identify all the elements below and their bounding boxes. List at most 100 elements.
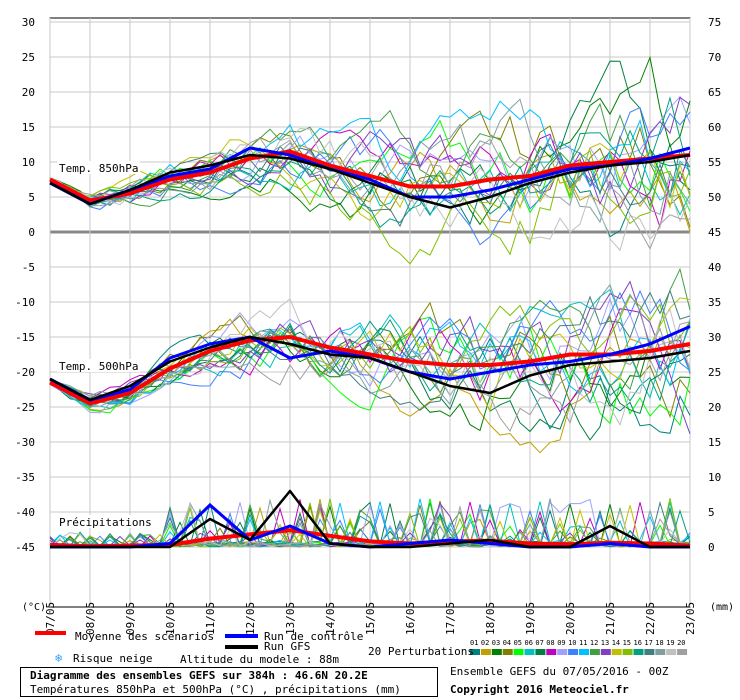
perturbation-line-t500 xyxy=(49,316,691,427)
x-tick-label: 19/05 xyxy=(524,602,537,635)
perturbation-line-t850 xyxy=(49,55,691,226)
perturbation-id-label: 16 xyxy=(634,639,642,647)
perturbation-line-t850 xyxy=(49,96,691,229)
perturbation-line-t500 xyxy=(49,295,691,402)
perturbation-id-label: 17 xyxy=(644,639,652,647)
left-tick-label: -10 xyxy=(15,296,35,309)
perturbation-id-label: 10 xyxy=(568,639,576,647)
x-tick-label: 08/05 xyxy=(84,602,97,635)
left-tick-label: -5 xyxy=(22,261,35,274)
left-tick-label: 25 xyxy=(22,51,35,64)
series-0-t850 xyxy=(49,149,691,203)
perturbation-line-t500 xyxy=(49,289,691,411)
right-tick-label: 70 xyxy=(708,51,721,64)
right-unit-label: (mm) xyxy=(710,602,734,613)
left-tick-label: 30 xyxy=(22,16,35,29)
panel-label-bg xyxy=(57,359,141,372)
perturbation-id-label: 15 xyxy=(623,639,631,647)
x-tick-label: 20/05 xyxy=(564,602,577,635)
x-tick-label: 22/05 xyxy=(644,602,657,635)
right-tick-label: 50 xyxy=(708,191,721,204)
perturbation-id-label: 11 xyxy=(579,639,587,647)
perturbation-color-swatch xyxy=(644,649,655,655)
x-tick-label: 23/05 xyxy=(684,602,697,635)
x-tick-label: 16/05 xyxy=(404,602,417,635)
perturbation-color-swatch xyxy=(480,649,491,655)
perturbation-line-t850 xyxy=(49,98,691,224)
perturbation-id-label: 04 xyxy=(503,639,511,647)
panel-label-bg xyxy=(57,161,141,174)
legend-control-label: Run de contrôle xyxy=(264,630,364,643)
perturbation-color-swatch xyxy=(655,649,666,655)
right-tick-label: 5 xyxy=(708,506,715,519)
run-info: Ensemble GEFS du 07/05/2016 - 00Z xyxy=(450,665,669,678)
x-tick-label: 12/05 xyxy=(244,602,257,635)
perturbation-color-swatch xyxy=(535,649,546,655)
legend-snow-label: Risque neige xyxy=(73,652,153,665)
perturbation-color-swatch xyxy=(622,649,633,655)
perturbation-color-swatch xyxy=(666,649,677,655)
x-tick-label: 17/05 xyxy=(444,602,457,635)
perturbation-line-t850 xyxy=(49,106,691,246)
perturbation-line-t850 xyxy=(49,102,691,209)
panel-labels: Temp. 850hPa Temp. 500hPa Précipitations 01… xyxy=(35,161,688,655)
left-tick-label: -30 xyxy=(15,436,35,449)
x-tick-label: 21/05 xyxy=(604,602,617,635)
series-0-t500 xyxy=(49,335,691,406)
right-tick-label: 0 xyxy=(708,541,715,554)
right-tick-label: 65 xyxy=(708,86,721,99)
perturbation-id-label: 13 xyxy=(601,639,609,647)
perturbation-id-label: 18 xyxy=(655,639,663,647)
perturbation-color-swatch xyxy=(568,649,579,655)
x-tick-label: 15/05 xyxy=(364,602,377,635)
left-tick-label: -40 xyxy=(15,506,35,519)
perturbation-color-swatch xyxy=(502,649,513,655)
left-tick-label: -20 xyxy=(15,366,35,379)
perturbation-id-label: 03 xyxy=(492,639,500,647)
perturbation-color-swatch xyxy=(677,649,688,655)
perturbation-id-label: 14 xyxy=(612,639,620,647)
series-1-t850 xyxy=(49,146,691,206)
altitude-label: Altitude du modele : 88m xyxy=(180,653,339,666)
x-tick-label: 10/05 xyxy=(164,602,177,635)
perturbation-line-t850 xyxy=(49,127,691,252)
left-tick-label: 10 xyxy=(22,156,35,169)
panel-label-t500: Temp. 500hPa xyxy=(59,360,138,373)
perturbation-color-swatch xyxy=(589,649,600,655)
x-tick-label: 09/05 xyxy=(124,602,137,635)
right-tick-label: 75 xyxy=(708,16,721,29)
left-tick-label: -15 xyxy=(15,331,35,344)
right-tick-label: 15 xyxy=(708,436,721,449)
x-tick-label: 11/05 xyxy=(204,602,217,635)
left-tick-label: -45 xyxy=(15,541,35,554)
perturbation-id-label: 06 xyxy=(525,639,533,647)
perturbation-color-swatch xyxy=(491,649,502,655)
left-tick-label: 0 xyxy=(28,226,35,239)
snow-icon: ❄ xyxy=(55,651,63,665)
perturbation-line-t500 xyxy=(49,298,691,427)
right-tick-label: 40 xyxy=(708,261,721,274)
series-2-t500 xyxy=(49,335,691,402)
panel-label-precip: Précipitations xyxy=(59,516,152,529)
footer-subtitle: Températures 850hPa et 500hPa (°C) , pré… xyxy=(30,683,401,696)
perturbation-line-t850 xyxy=(49,119,691,214)
perturbation-id-label: 02 xyxy=(481,639,489,647)
series-2-precip xyxy=(50,489,690,549)
right-tick-label: 30 xyxy=(708,331,721,344)
perturbation-line-t500 xyxy=(49,308,691,413)
left-tick-label: 20 xyxy=(22,86,35,99)
x-tick-label: 14/05 xyxy=(324,602,337,635)
right-tick-label: 20 xyxy=(708,401,721,414)
chart-grid xyxy=(49,17,691,608)
perturbation-color-swatch xyxy=(633,649,644,655)
perturbation-line-t500 xyxy=(49,289,691,407)
footer-title: Diagramme des ensembles GEFS sur 384h : … xyxy=(30,669,368,682)
perturbation-color-swatch xyxy=(611,649,622,655)
perturbation-id-label: 07 xyxy=(535,639,543,647)
series-2-t850 xyxy=(49,153,691,209)
perturbation-color-swatch xyxy=(470,649,480,655)
x-tick-label: 07/05 xyxy=(44,602,57,635)
right-tick-label: 35 xyxy=(708,296,721,309)
copyright: Copyright 2016 Meteociel.fr xyxy=(450,683,629,696)
